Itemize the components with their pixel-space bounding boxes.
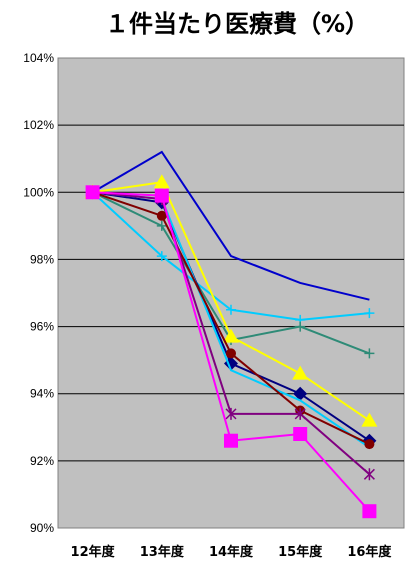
series-line — [92, 150, 370, 301]
data-point — [364, 439, 375, 450]
x-tick-label: 13年度 — [140, 544, 185, 560]
data-point — [156, 251, 167, 262]
gridlines — [58, 124, 404, 462]
data-point — [153, 174, 170, 189]
y-tick-label: 90% — [30, 521, 54, 535]
series-9 — [85, 185, 377, 519]
y-tick-label: 96% — [30, 320, 54, 334]
x-tick-label: 12年度 — [71, 544, 116, 560]
data-point — [364, 348, 375, 359]
data-point — [154, 188, 169, 203]
y-tick-label: 104% — [23, 51, 54, 65]
data-point — [224, 433, 238, 448]
y-tick-label: 100% — [23, 185, 54, 199]
data-point — [226, 304, 236, 315]
chart-title: １件当たり医療費（%） — [105, 10, 369, 38]
x-axis: 12年度 13年度 14年度 15年度 16年度 — [71, 544, 393, 560]
data-point — [363, 468, 375, 481]
data-point — [293, 427, 308, 441]
x-tick-label: 16年度 — [347, 544, 392, 560]
data-point — [294, 407, 306, 420]
y-axis: 90% 92% 94% 96% 98% 100% 102% 104% — [23, 51, 54, 535]
series-1 — [92, 150, 370, 301]
y-tick-label: 102% — [23, 118, 54, 132]
y-tick-label: 92% — [30, 454, 54, 468]
data-point — [226, 348, 236, 359]
plot-area — [57, 57, 405, 529]
data-point — [223, 328, 239, 343]
data-point — [293, 386, 308, 401]
y-tick-label: 94% — [30, 387, 54, 401]
data-point — [361, 412, 378, 427]
y-tick-label: 98% — [30, 252, 54, 266]
x-tick-label: 15年度 — [278, 544, 323, 560]
series-group — [84, 150, 378, 519]
x-tick-label: 14年度 — [209, 544, 254, 560]
data-point — [156, 210, 167, 221]
data-point — [362, 504, 377, 519]
data-point — [364, 308, 375, 319]
data-point — [85, 185, 100, 200]
data-point — [156, 220, 167, 231]
data-point — [295, 321, 306, 332]
data-point — [225, 407, 237, 420]
data-point — [292, 365, 309, 380]
series-2 — [87, 187, 375, 325]
